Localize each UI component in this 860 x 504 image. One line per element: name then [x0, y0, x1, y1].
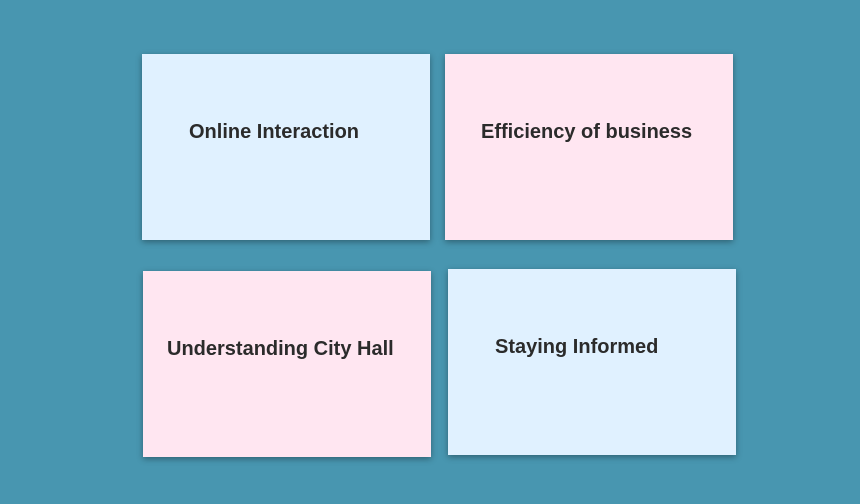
card-label: Online Interaction: [189, 121, 360, 143]
card-understanding-city-hall[interactable]: Understanding City Hall: [143, 271, 431, 457]
card-label: Efficiency of business: [481, 121, 693, 143]
card-label: Staying Informed: [495, 336, 659, 358]
card-efficiency-of-business[interactable]: Efficiency of business: [445, 54, 733, 240]
card-staying-informed[interactable]: Staying Informed: [448, 269, 736, 455]
card-online-interaction[interactable]: Online Interaction: [142, 54, 430, 240]
card-label: Understanding City Hall: [167, 338, 394, 360]
